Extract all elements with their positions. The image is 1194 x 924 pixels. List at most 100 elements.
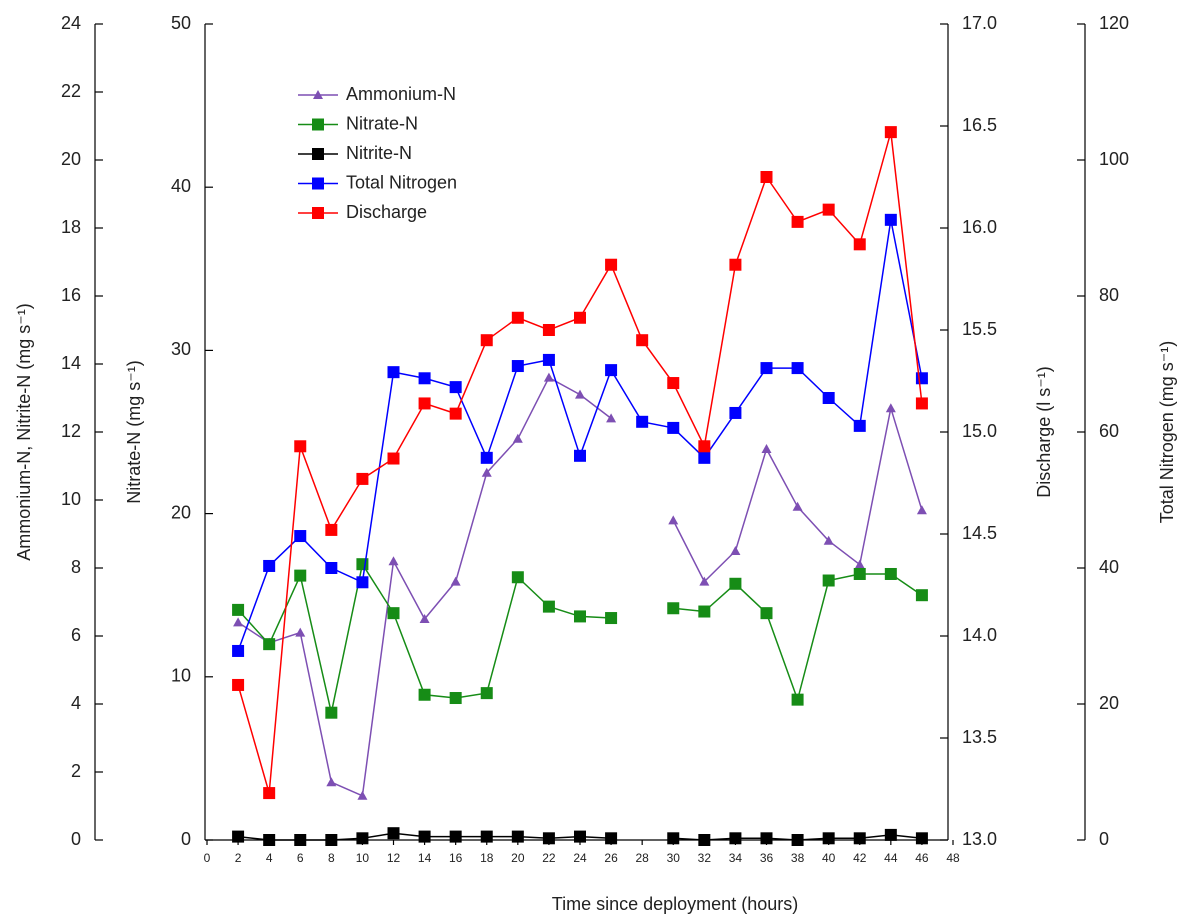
data-point xyxy=(822,203,835,216)
data-point xyxy=(667,832,680,845)
data-point xyxy=(574,449,586,462)
data-point xyxy=(854,559,865,569)
data-point xyxy=(263,559,276,572)
data-point xyxy=(356,558,369,571)
y-axis-title: Nitrate-N (mg s⁻¹) xyxy=(124,360,144,504)
data-point xyxy=(885,403,896,413)
x-tick-label: 48 xyxy=(946,851,960,865)
data-point xyxy=(822,392,835,404)
data-point xyxy=(387,366,400,379)
data-point xyxy=(575,389,585,399)
data-point xyxy=(449,692,462,705)
data-point xyxy=(263,834,276,846)
y-tick-label: 4 xyxy=(71,693,81,713)
y-tick-label: 15.5 xyxy=(962,319,997,339)
data-point xyxy=(325,562,338,574)
x-tick-label: 26 xyxy=(604,851,618,865)
data-point xyxy=(605,612,618,625)
data-point xyxy=(915,832,928,845)
data-point xyxy=(823,535,834,545)
series-line xyxy=(237,131,923,794)
x-tick-label: 40 xyxy=(822,851,836,865)
y-tick-label: 120 xyxy=(1099,13,1129,33)
data-point xyxy=(294,440,307,453)
data-point xyxy=(232,644,245,657)
x-tick-label: 38 xyxy=(791,851,805,865)
data-point xyxy=(574,830,586,843)
y-tick-label: 8 xyxy=(71,557,81,577)
data-point xyxy=(667,377,680,390)
legend-label: Total Nitrogen xyxy=(346,172,457,192)
y-tick-label: 10 xyxy=(171,666,191,686)
legend-marker xyxy=(313,90,323,99)
y-tick-label: 16.5 xyxy=(962,115,997,135)
y-tick-label: 0 xyxy=(71,829,81,849)
legend-label: Nitrate-N xyxy=(346,113,418,133)
data-point xyxy=(915,589,928,602)
data-point xyxy=(542,324,555,336)
data-point xyxy=(480,451,493,464)
data-point xyxy=(791,693,804,706)
data-point xyxy=(511,311,524,324)
y-tick-label: 30 xyxy=(171,339,191,359)
data-point xyxy=(419,614,430,623)
data-point xyxy=(884,567,897,580)
data-point xyxy=(699,576,710,586)
y-tick-label: 20 xyxy=(1099,693,1119,713)
data-point xyxy=(915,397,928,410)
data-point xyxy=(418,397,431,410)
data-point xyxy=(668,515,679,525)
y-tick-label: 6 xyxy=(71,625,81,645)
data-point xyxy=(325,706,338,719)
data-point xyxy=(450,576,461,586)
x-tick-label: 22 xyxy=(542,851,556,865)
y-tick-label: 2 xyxy=(71,761,81,781)
x-axis-title: Time since deployment (hours) xyxy=(552,894,798,914)
data-point xyxy=(542,832,555,845)
y-tick-label: 0 xyxy=(1099,829,1109,849)
y-tick-label: 22 xyxy=(61,81,81,101)
data-point xyxy=(729,832,742,845)
data-point xyxy=(481,467,492,477)
data-point xyxy=(760,607,773,620)
data-point xyxy=(791,215,804,228)
data-point xyxy=(605,832,618,845)
data-point xyxy=(357,790,368,800)
y-tick-label: 40 xyxy=(1099,557,1119,577)
legend-label: Nitrite-N xyxy=(346,143,412,163)
data-point xyxy=(916,505,927,515)
y-tick-label: 16 xyxy=(61,285,81,305)
x-tick-label: 42 xyxy=(853,851,867,865)
data-point xyxy=(760,171,773,183)
x-tick-label: 36 xyxy=(760,851,774,865)
x-tick-label: 24 xyxy=(573,851,587,865)
data-point xyxy=(295,627,306,637)
x-tick-label: 16 xyxy=(449,851,463,865)
x-tick-label: 10 xyxy=(356,851,370,865)
data-point xyxy=(729,258,742,271)
data-point xyxy=(730,546,741,555)
data-point xyxy=(760,362,773,375)
x-tick-label: 32 xyxy=(698,851,712,865)
data-point xyxy=(480,687,493,700)
data-point xyxy=(698,451,711,464)
data-point xyxy=(511,830,524,843)
y-tick-label: 12 xyxy=(61,421,81,441)
data-point xyxy=(418,688,431,701)
data-point xyxy=(326,777,337,787)
y-tick-label: 14 xyxy=(61,353,81,373)
data-point xyxy=(605,364,618,377)
x-tick-label: 14 xyxy=(418,851,432,865)
y-tick-label: 13.0 xyxy=(962,829,997,849)
data-point xyxy=(511,360,524,373)
y-axis-title: Ammonium-N, Nitrite-N (mg s⁻¹) xyxy=(14,303,34,561)
data-point xyxy=(356,576,369,589)
x-tick-label: 6 xyxy=(297,851,304,865)
data-point xyxy=(388,556,399,566)
y-tick-label: 50 xyxy=(171,13,191,33)
data-point xyxy=(605,258,618,271)
data-point xyxy=(698,605,711,618)
data-point xyxy=(511,571,524,584)
data-point xyxy=(729,406,742,419)
data-point xyxy=(822,832,835,845)
